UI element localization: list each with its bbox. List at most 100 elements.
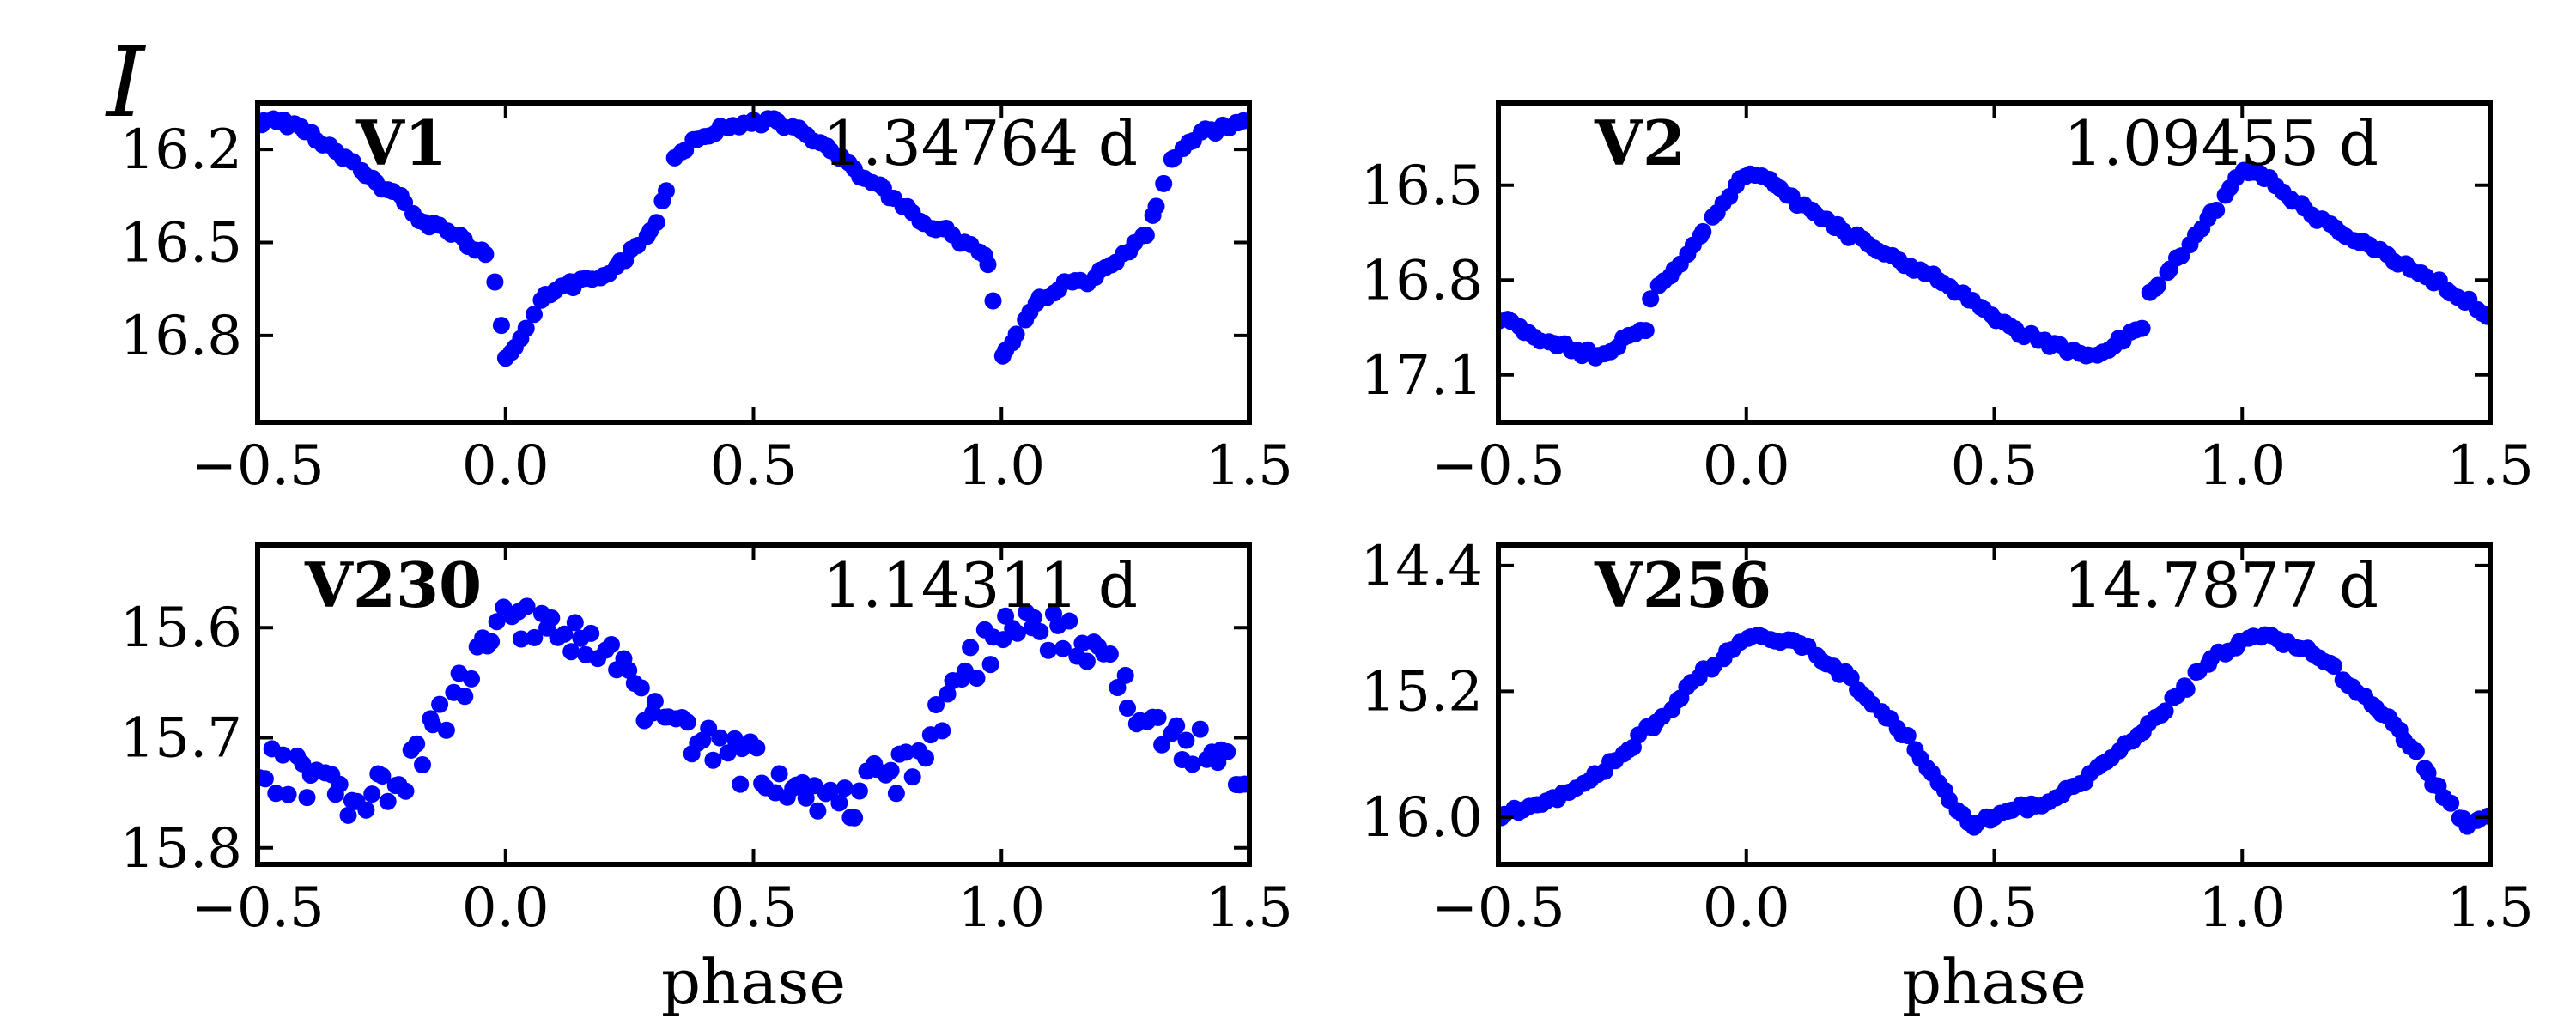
data-point xyxy=(437,721,455,739)
data-point xyxy=(927,696,945,713)
y-tick-label: 15.8 xyxy=(120,817,243,881)
data-point xyxy=(748,739,766,757)
band-label: I xyxy=(105,27,147,139)
y-tick-label: 16.8 xyxy=(120,305,243,368)
data-point xyxy=(1147,197,1165,215)
x-tick-label: 1.5 xyxy=(2446,434,2534,498)
data-point xyxy=(850,782,868,800)
data-point xyxy=(846,809,864,827)
period-label: 1.34764 d xyxy=(823,107,1138,179)
data-point xyxy=(517,319,535,337)
data-point xyxy=(518,597,536,615)
panel-v230: −0.5 0.0 0.5 1.0 1.5 15.6 15.7 15.8 V230 1.14311 … xyxy=(120,542,1293,1018)
data-point xyxy=(1078,652,1096,670)
data-point xyxy=(274,746,292,764)
data-point xyxy=(463,670,480,688)
x-tick-label: 1.0 xyxy=(2198,434,2286,498)
x-tick-label: 0.5 xyxy=(1951,876,2038,940)
data-point xyxy=(1101,645,1119,663)
data-point xyxy=(882,761,900,779)
data-point xyxy=(1191,720,1209,738)
star-name: V230 xyxy=(304,548,482,621)
data-point xyxy=(279,785,297,803)
data-point xyxy=(797,789,815,807)
data-point xyxy=(363,785,381,803)
data-point xyxy=(2325,657,2342,675)
data-point xyxy=(1060,612,1078,630)
data-point xyxy=(647,214,665,232)
data-points xyxy=(1498,626,2490,836)
data-point xyxy=(917,749,934,767)
y-tick-label: 15.2 xyxy=(1361,660,1484,724)
data-point xyxy=(374,767,392,785)
data-points xyxy=(258,597,1249,827)
data-point xyxy=(903,768,921,786)
data-point xyxy=(543,609,561,627)
data-point xyxy=(2407,742,2425,760)
period-label: 14.7877 d xyxy=(2063,549,2379,621)
data-point xyxy=(414,756,431,773)
data-point xyxy=(562,643,580,661)
data-point xyxy=(1149,708,1167,726)
data-point xyxy=(646,693,664,711)
panel-v2: −0.5 0.0 0.5 1.0 1.5 16.5 16.8 17.1 V2 1.09455 d xyxy=(1361,100,2534,498)
data-point xyxy=(1031,622,1049,640)
data-point xyxy=(979,256,997,274)
data-point xyxy=(962,639,980,657)
data-point xyxy=(933,722,951,740)
x-tick-label: 0.5 xyxy=(710,876,798,940)
data-point xyxy=(678,713,696,731)
data-point xyxy=(357,801,375,819)
data-point xyxy=(1168,717,1186,735)
star-name: V256 xyxy=(1594,548,1771,621)
data-point xyxy=(700,719,718,737)
panel-v1: −0.5 0.0 0.5 1.0 1.5 16.2 16.5 16.8 V1 1.34764 d xyxy=(120,100,1293,498)
y-tick-label: 16.2 xyxy=(120,118,243,182)
data-point xyxy=(887,785,905,803)
data-point xyxy=(1039,641,1057,659)
data-point xyxy=(526,306,543,324)
x-tick-label: 1.5 xyxy=(1206,876,1293,940)
data-point xyxy=(1235,112,1249,130)
x-tick-label: 1.0 xyxy=(957,876,1045,940)
data-point xyxy=(556,625,574,643)
data-point xyxy=(2133,319,2151,337)
data-point xyxy=(456,688,474,706)
data-point xyxy=(339,806,357,824)
data-point xyxy=(1007,325,1025,343)
data-point xyxy=(897,743,915,761)
data-point xyxy=(2442,794,2460,812)
data-point xyxy=(732,775,750,793)
x-tick-label: 1.5 xyxy=(1206,434,1293,498)
data-point xyxy=(526,628,544,646)
y-tick-label: 16.5 xyxy=(1361,154,1484,218)
data-point xyxy=(1116,666,1134,684)
data-point xyxy=(658,182,675,200)
x-axis-label: phase xyxy=(1902,946,2087,1018)
data-point xyxy=(704,751,722,769)
data-points xyxy=(258,110,1249,367)
x-tick-label: 1.5 xyxy=(2446,876,2534,940)
data-point xyxy=(822,781,840,799)
data-point xyxy=(1177,731,1195,749)
data-point xyxy=(1119,700,1136,717)
data-point xyxy=(331,775,349,793)
data-point xyxy=(2178,680,2196,698)
panel-v256: −0.5 0.0 0.5 1.0 1.5 14.4 15.2 16.0 V256 14.7877 … xyxy=(1361,535,2534,1018)
data-point xyxy=(1137,227,1155,245)
data-point xyxy=(632,679,650,697)
y-tick-label: 17.1 xyxy=(1361,344,1484,408)
y-tick-label: 15.7 xyxy=(120,706,243,770)
data-point xyxy=(1183,755,1201,773)
data-point xyxy=(1008,624,1026,642)
y-tick-label: 16.0 xyxy=(1361,786,1484,850)
star-name: V1 xyxy=(355,106,447,179)
data-point xyxy=(770,765,788,783)
x-tick-label: −0.5 xyxy=(1431,434,1564,498)
data-point xyxy=(379,792,397,810)
x-axis-label: phase xyxy=(661,946,846,1018)
x-tick-label: −0.5 xyxy=(1431,876,1564,940)
x-tick-label: −0.5 xyxy=(191,876,324,940)
data-point xyxy=(2149,276,2166,294)
x-tick-label: 0.5 xyxy=(710,434,798,498)
